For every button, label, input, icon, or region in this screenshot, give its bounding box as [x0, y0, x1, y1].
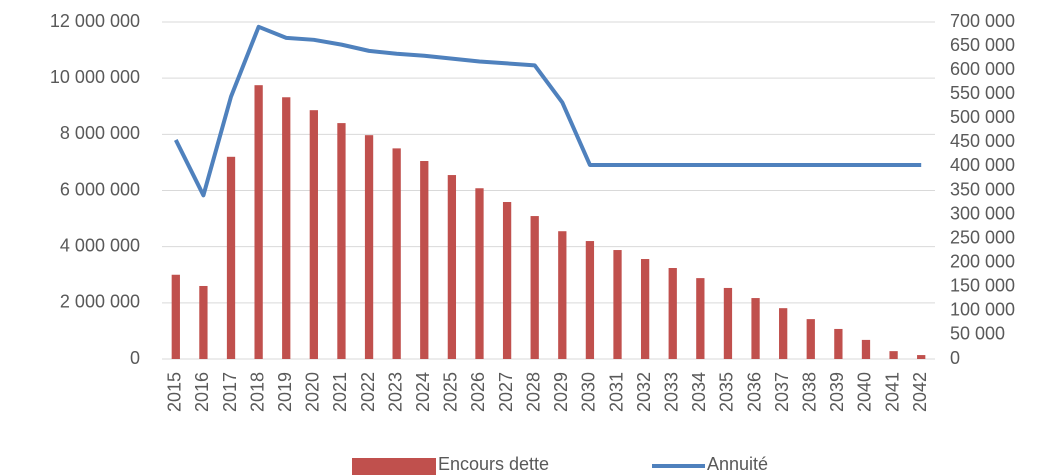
y-tick-label: 2 000 000 — [60, 292, 140, 312]
x-tick-label: 2039 — [827, 372, 847, 412]
y2-tick-label: 450 000 — [950, 131, 1015, 151]
x-tick-label: 2015 — [165, 372, 185, 412]
legend-swatch — [352, 458, 436, 475]
x-tick-label: 2036 — [744, 372, 764, 412]
x-tick-label: 2041 — [882, 372, 902, 412]
y2-tick-label: 650 000 — [950, 35, 1015, 55]
y-tick-label: 10 000 000 — [50, 67, 140, 87]
bar — [502, 202, 512, 359]
x-tick-label: 2034 — [689, 372, 709, 412]
bar — [558, 231, 567, 359]
y2-tick-label: 100 000 — [950, 300, 1015, 320]
bar — [806, 319, 815, 359]
bar — [779, 308, 788, 359]
y-tick-label: 6 000 000 — [60, 179, 140, 199]
legend-label: Encours dette — [438, 454, 549, 474]
bar — [447, 175, 457, 359]
y2-tick-label: 150 000 — [950, 276, 1015, 296]
bar — [889, 351, 898, 359]
bar — [723, 287, 733, 359]
x-tick-label: 2040 — [855, 372, 875, 412]
bar — [530, 216, 539, 359]
legend-label: Annuité — [707, 454, 768, 474]
bar — [282, 97, 291, 359]
bar — [171, 274, 180, 359]
y2-tick-label: 0 — [950, 348, 960, 368]
bar — [337, 123, 346, 359]
y2-tick-label: 350 000 — [950, 179, 1015, 199]
bar — [917, 355, 926, 359]
bar — [585, 241, 595, 359]
bar — [226, 156, 236, 359]
y-tick-label: 12 000 000 — [50, 11, 140, 31]
x-tick-label: 2027 — [496, 372, 516, 412]
y2-tick-label: 200 000 — [950, 251, 1015, 271]
x-tick-label: 2042 — [910, 372, 930, 412]
bar — [475, 188, 484, 359]
x-tick-label: 2030 — [579, 372, 599, 412]
x-tick-label: 2025 — [441, 372, 461, 412]
x-tick-label: 2020 — [303, 372, 323, 412]
x-tick-label: 2029 — [551, 372, 571, 412]
bar — [199, 285, 208, 359]
y-tick-label: 0 — [130, 348, 140, 368]
x-tick-label: 2026 — [468, 372, 488, 412]
x-tick-label: 2032 — [634, 372, 654, 412]
bar — [613, 250, 622, 359]
x-tick-label: 2016 — [192, 372, 212, 412]
y2-tick-label: 700 000 — [950, 11, 1015, 31]
x-tick-label: 2024 — [413, 372, 433, 412]
x-tick-label: 2019 — [275, 372, 295, 412]
line — [174, 24, 922, 198]
x-tick-label: 2017 — [220, 372, 240, 412]
x-tick-label: 2022 — [358, 372, 378, 412]
bar — [751, 298, 760, 359]
bar — [696, 278, 705, 359]
bar — [420, 161, 429, 359]
bar — [254, 85, 263, 359]
y2-tick-label: 500 000 — [950, 107, 1015, 127]
x-tick-label: 2035 — [717, 372, 737, 412]
x-tick-label: 2033 — [661, 372, 681, 412]
x-tick-label: 2021 — [330, 372, 350, 412]
y2-tick-label: 50 000 — [950, 324, 1005, 344]
bar — [364, 135, 374, 359]
y2-tick-label: 250 000 — [950, 227, 1015, 247]
y2-tick-label: 400 000 — [950, 155, 1015, 175]
bar — [640, 259, 650, 359]
x-tick-label: 2037 — [772, 372, 792, 412]
x-tick-label: 2031 — [606, 372, 626, 412]
y-tick-label: 8 000 000 — [60, 123, 140, 143]
y-tick-label: 4 000 000 — [60, 235, 140, 255]
bar — [861, 339, 871, 359]
y2-tick-label: 550 000 — [950, 83, 1015, 103]
y2-tick-label: 600 000 — [950, 59, 1015, 79]
x-tick-label: 2028 — [523, 372, 543, 412]
x-tick-label: 2023 — [385, 372, 405, 412]
bar — [309, 110, 318, 359]
y2-tick-label: 300 000 — [950, 203, 1015, 223]
bar — [668, 268, 677, 359]
bar — [392, 148, 401, 359]
x-tick-label: 2018 — [247, 372, 267, 412]
x-tick-label: 2038 — [800, 372, 820, 412]
bar — [834, 328, 843, 359]
